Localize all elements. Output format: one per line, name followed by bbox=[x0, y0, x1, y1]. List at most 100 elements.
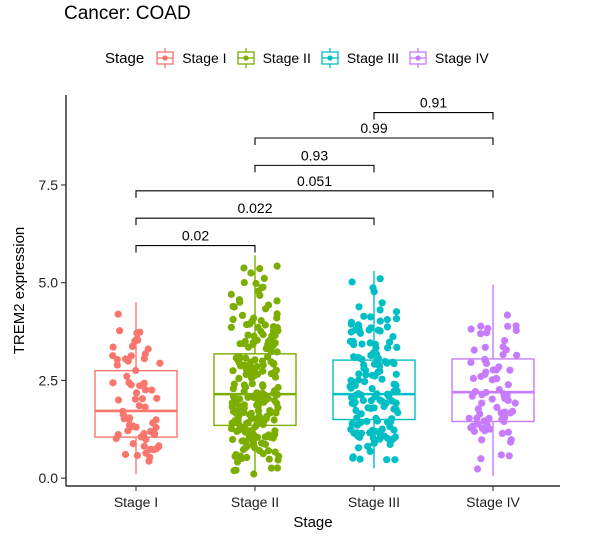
legend-item-stage-iii: Stage III bbox=[319, 47, 399, 69]
data-point-stage-i bbox=[109, 379, 117, 387]
data-point-stage-iv bbox=[481, 370, 489, 378]
data-point-stage-ii bbox=[242, 438, 250, 446]
data-point-stage-iii bbox=[380, 402, 388, 411]
axes: 0.0 2.5 5.0 7.5 Stage I Stage II Stage III Stag… bbox=[11, 95, 560, 531]
data-point-stage-ii bbox=[248, 317, 256, 325]
data-point-stage-iv bbox=[512, 322, 520, 330]
data-point-stage-i bbox=[133, 451, 141, 460]
data-point-stage-i bbox=[131, 395, 139, 403]
data-point-stage-iii bbox=[376, 367, 384, 375]
data-point-stage-ii bbox=[244, 331, 252, 339]
data-point-stage-iii bbox=[392, 399, 400, 407]
data-point-stage-iv bbox=[501, 337, 509, 345]
box-stage-iii bbox=[332, 359, 416, 421]
data-point-stage-i bbox=[113, 361, 121, 369]
data-point-stage-ii bbox=[274, 404, 282, 412]
data-point-stage-ii bbox=[230, 467, 238, 475]
significance-brackets: 0.91 0.99 0.93 0.051 0.022 0.02 bbox=[135, 95, 494, 253]
x-axis-label: Stage bbox=[293, 514, 332, 531]
data-point-stage-iv bbox=[513, 351, 521, 359]
data-point-stage-i bbox=[125, 379, 133, 387]
data-point-stage-iii bbox=[367, 351, 375, 359]
data-point-stage-ii bbox=[258, 439, 266, 447]
legend-item-stage-iv: Stage IV bbox=[407, 47, 489, 69]
data-point-stage-ii bbox=[228, 425, 236, 433]
data-point-stage-iii bbox=[362, 366, 370, 374]
data-point-stage-ii bbox=[262, 305, 270, 313]
data-point-stage-iv bbox=[481, 343, 489, 351]
data-point-stage-ii bbox=[271, 331, 279, 340]
data-point-stage-iv bbox=[481, 356, 489, 364]
data-point-stage-iii bbox=[348, 278, 356, 286]
data-point-stage-iii bbox=[358, 340, 366, 348]
x-tick-label: Stage I bbox=[114, 494, 158, 510]
data-point-stage-ii bbox=[238, 311, 247, 319]
data-point-stage-ii bbox=[254, 323, 262, 332]
data-point-stage-ii bbox=[252, 279, 260, 288]
data-point-stage-ii bbox=[230, 303, 238, 311]
y-tick-label: 7.5 bbox=[39, 177, 59, 193]
data-point-stage-iii bbox=[376, 317, 384, 325]
data-point-stage-ii bbox=[229, 367, 237, 375]
data-point-stage-iv bbox=[473, 414, 481, 422]
legend-label-stage-iii: Stage III bbox=[346, 50, 399, 66]
data-point-stage-ii bbox=[232, 354, 240, 362]
data-point-stage-ii bbox=[248, 380, 256, 388]
data-point-stage-ii bbox=[273, 324, 281, 332]
data-point-stage-iii bbox=[392, 370, 400, 378]
data-point-stage-ii bbox=[254, 407, 263, 415]
data-point-stage-ii bbox=[264, 447, 273, 455]
data-point-stage-iii bbox=[372, 350, 381, 358]
data-point-stage-iv bbox=[497, 451, 505, 459]
data-point-stage-i bbox=[138, 395, 146, 403]
data-point-stage-ii bbox=[235, 412, 243, 420]
data-point-stage-iv bbox=[504, 381, 512, 389]
bracket-stage-i-vs-stage-iv bbox=[135, 190, 494, 198]
data-point-stage-iv bbox=[478, 436, 486, 444]
data-point-stage-iii bbox=[376, 430, 384, 438]
data-point-stage-iii bbox=[368, 385, 376, 393]
data-point-stage-ii bbox=[251, 356, 259, 364]
data-point-stage-ii bbox=[260, 274, 268, 282]
data-point-stage-ii bbox=[255, 447, 263, 455]
data-point-stage-ii bbox=[253, 401, 261, 409]
data-point-stage-ii bbox=[271, 448, 279, 456]
data-point-stage-iii bbox=[352, 406, 360, 415]
data-point-stage-i bbox=[109, 352, 117, 360]
data-point-stage-i bbox=[123, 372, 131, 380]
data-point-stage-iii bbox=[367, 324, 375, 332]
data-point-stage-iii bbox=[370, 360, 379, 368]
data-point-stage-iv bbox=[465, 414, 473, 422]
data-point-stage-iii bbox=[390, 380, 398, 388]
data-point-stage-iii bbox=[391, 456, 399, 464]
data-point-stage-ii bbox=[228, 403, 236, 411]
data-point-stage-ii bbox=[244, 393, 252, 401]
data-point-stage-iv bbox=[505, 452, 513, 460]
data-point-stage-iii bbox=[360, 312, 368, 320]
data-point-stage-ii bbox=[273, 297, 281, 305]
bracket-stage-i-vs-stage-iii bbox=[135, 217, 375, 226]
data-point-stage-iv bbox=[477, 330, 485, 338]
data-point-stage-ii bbox=[240, 404, 248, 412]
data-point-stage-iv bbox=[498, 429, 506, 437]
data-point-stage-ii bbox=[242, 443, 250, 452]
data-point-stage-ii bbox=[264, 337, 273, 346]
data-point-stage-i bbox=[141, 350, 149, 358]
data-point-stage-i bbox=[142, 449, 150, 457]
data-point-stage-iv bbox=[473, 465, 482, 473]
data-point-stage-iii bbox=[349, 454, 357, 462]
data-point-stage-iii bbox=[354, 444, 363, 452]
data-point-stage-iii bbox=[368, 371, 376, 379]
data-point-stage-iv bbox=[501, 413, 509, 422]
data-point-stage-iii bbox=[392, 308, 401, 316]
data-point-stage-iii bbox=[349, 378, 357, 386]
x-tick-label: Stage III bbox=[348, 494, 400, 510]
x-tick-label: Stage II bbox=[231, 494, 279, 510]
legend-label-stage-i: Stage I bbox=[182, 50, 227, 66]
data-point-stage-iii bbox=[386, 440, 394, 448]
data-point-stage-i bbox=[122, 355, 130, 363]
data-point-stage-ii bbox=[260, 398, 268, 406]
data-point-stage-iv bbox=[467, 358, 475, 366]
data-point-stage-ii bbox=[271, 373, 280, 381]
data-point-stage-iii bbox=[358, 355, 366, 363]
